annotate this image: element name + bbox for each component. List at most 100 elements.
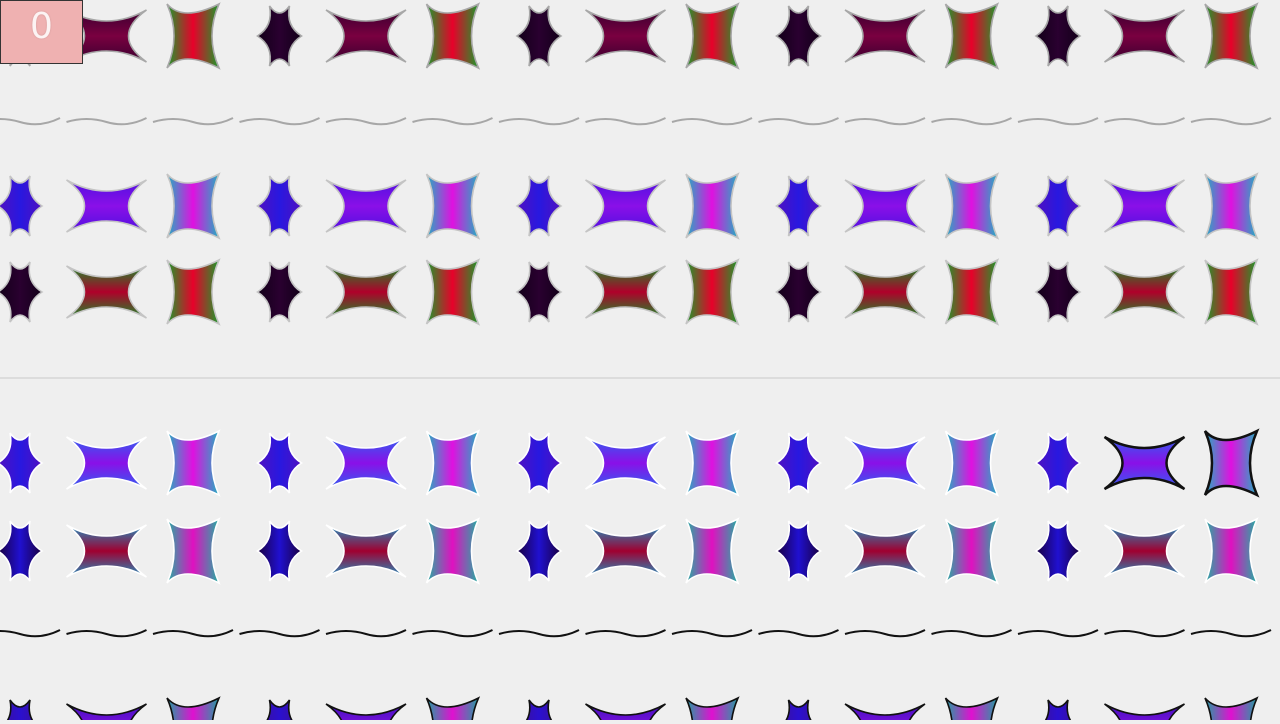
game-piece-bowtie[interactable] — [844, 703, 926, 724]
game-piece-bowtie[interactable] — [585, 117, 666, 126]
game-piece-barrel[interactable] — [152, 629, 234, 638]
game-piece-spiky[interactable] — [0, 261, 44, 323]
game-piece-spiky[interactable] — [0, 699, 42, 724]
game-piece-bowtie[interactable] — [325, 629, 407, 638]
game-piece-spiky[interactable] — [1017, 117, 1099, 126]
game-piece-barrel[interactable] — [425, 517, 481, 585]
game-piece-bowtie[interactable] — [1103, 435, 1186, 491]
game-piece-barrel[interactable] — [685, 258, 740, 326]
game-piece-barrel[interactable] — [944, 696, 1000, 724]
game-piece-barrel[interactable] — [166, 258, 221, 326]
game-piece-barrel[interactable] — [425, 2, 481, 70]
game-piece-spiky[interactable] — [774, 432, 823, 494]
game-piece-spiky[interactable] — [1036, 699, 1080, 724]
game-piece-spiky[interactable] — [774, 261, 823, 323]
game-piece-spiky[interactable] — [1034, 5, 1082, 67]
game-piece-bowtie[interactable] — [844, 524, 926, 578]
game-piece-barrel[interactable] — [1204, 172, 1259, 240]
game-piece-barrel[interactable] — [1204, 696, 1259, 724]
game-piece-spiky[interactable] — [0, 117, 61, 126]
game-piece-bowtie[interactable] — [66, 524, 147, 578]
game-piece-bowtie[interactable] — [1104, 179, 1185, 233]
game-piece-barrel[interactable] — [1204, 258, 1259, 326]
game-piece-barrel[interactable] — [166, 2, 221, 70]
game-piece-spiky[interactable] — [1034, 261, 1082, 323]
game-piece-spiky[interactable] — [239, 629, 320, 638]
game-piece-bowtie[interactable] — [844, 629, 926, 638]
game-piece-barrel[interactable] — [685, 172, 740, 240]
game-piece-bowtie[interactable] — [66, 179, 147, 233]
game-piece-spiky[interactable] — [1034, 175, 1082, 237]
game-piece-bowtie[interactable] — [585, 436, 666, 490]
game-piece-barrel[interactable] — [425, 696, 481, 724]
game-piece-spiky[interactable] — [0, 175, 44, 237]
game-piece-barrel[interactable] — [944, 172, 1000, 240]
game-piece-spiky[interactable] — [1034, 432, 1082, 494]
game-piece-barrel[interactable] — [166, 517, 221, 585]
game-piece-barrel[interactable] — [166, 696, 221, 724]
game-piece-spiky[interactable] — [0, 432, 44, 494]
game-piece-barrel[interactable] — [931, 117, 1012, 126]
game-piece-bowtie[interactable] — [1104, 9, 1185, 63]
game-piece-bowtie[interactable] — [66, 265, 147, 319]
game-piece-barrel[interactable] — [685, 696, 740, 724]
game-piece-bowtie[interactable] — [585, 9, 666, 63]
game-piece-barrel[interactable] — [1190, 629, 1272, 638]
game-piece-spiky[interactable] — [515, 520, 563, 582]
game-piece-bowtie[interactable] — [66, 703, 147, 724]
game-piece-bowtie[interactable] — [844, 117, 926, 126]
game-piece-bowtie[interactable] — [325, 436, 407, 490]
game-piece-spiky[interactable] — [255, 261, 304, 323]
game-piece-spiky[interactable] — [498, 117, 580, 126]
game-piece-spiky[interactable] — [255, 175, 304, 237]
game-piece-bowtie[interactable] — [325, 117, 407, 126]
game-piece-bowtie[interactable] — [1104, 524, 1185, 578]
game-piece-barrel[interactable] — [412, 117, 493, 126]
game-piece-spiky[interactable] — [0, 520, 44, 582]
game-piece-barrel[interactable] — [944, 258, 1000, 326]
game-piece-bowtie[interactable] — [844, 436, 926, 490]
game-piece-barrel[interactable] — [944, 517, 1000, 585]
game-piece-barrel[interactable] — [166, 172, 221, 240]
game-piece-barrel[interactable] — [1190, 117, 1272, 126]
game-piece-bowtie[interactable] — [844, 9, 926, 63]
game-piece-bowtie[interactable] — [844, 265, 926, 319]
game-piece-barrel[interactable] — [425, 429, 481, 497]
game-piece-barrel[interactable] — [944, 429, 1000, 497]
game-piece-spiky[interactable] — [758, 117, 839, 126]
game-piece-spiky[interactable] — [255, 432, 304, 494]
game-piece-spiky[interactable] — [774, 520, 823, 582]
game-piece-spiky[interactable] — [515, 5, 563, 67]
game-piece-bowtie[interactable] — [325, 179, 407, 233]
game-piece-spiky[interactable] — [0, 629, 61, 638]
game-piece-bowtie[interactable] — [1104, 629, 1185, 638]
game-piece-spiky[interactable] — [774, 5, 823, 67]
game-piece-bowtie[interactable] — [585, 629, 666, 638]
game-piece-bowtie[interactable] — [585, 265, 666, 319]
game-piece-spiky[interactable] — [258, 699, 302, 724]
game-piece-bowtie[interactable] — [844, 179, 926, 233]
game-piece-bowtie[interactable] — [66, 117, 147, 126]
game-piece-bowtie[interactable] — [325, 9, 407, 63]
game-piece-bowtie[interactable] — [585, 179, 666, 233]
game-piece-bowtie[interactable] — [1104, 117, 1185, 126]
game-piece-spiky[interactable] — [515, 432, 563, 494]
game-piece-spiky[interactable] — [1017, 629, 1099, 638]
game-piece-bowtie[interactable] — [1104, 703, 1185, 724]
game-piece-barrel[interactable] — [152, 117, 234, 126]
game-piece-barrel[interactable] — [671, 117, 753, 126]
game-piece-barrel[interactable] — [685, 517, 740, 585]
game-piece-barrel[interactable] — [425, 172, 481, 240]
game-piece-barrel[interactable] — [944, 2, 1000, 70]
game-piece-bowtie[interactable] — [325, 524, 407, 578]
game-piece-bowtie[interactable] — [585, 703, 666, 724]
game-piece-barrel[interactable] — [425, 258, 481, 326]
game-piece-bowtie[interactable] — [66, 629, 147, 638]
game-piece-barrel[interactable] — [1203, 428, 1260, 498]
game-piece-spiky[interactable] — [1034, 520, 1082, 582]
game-piece-barrel[interactable] — [412, 629, 493, 638]
game-piece-barrel[interactable] — [1204, 517, 1259, 585]
game-piece-spiky[interactable] — [758, 629, 839, 638]
